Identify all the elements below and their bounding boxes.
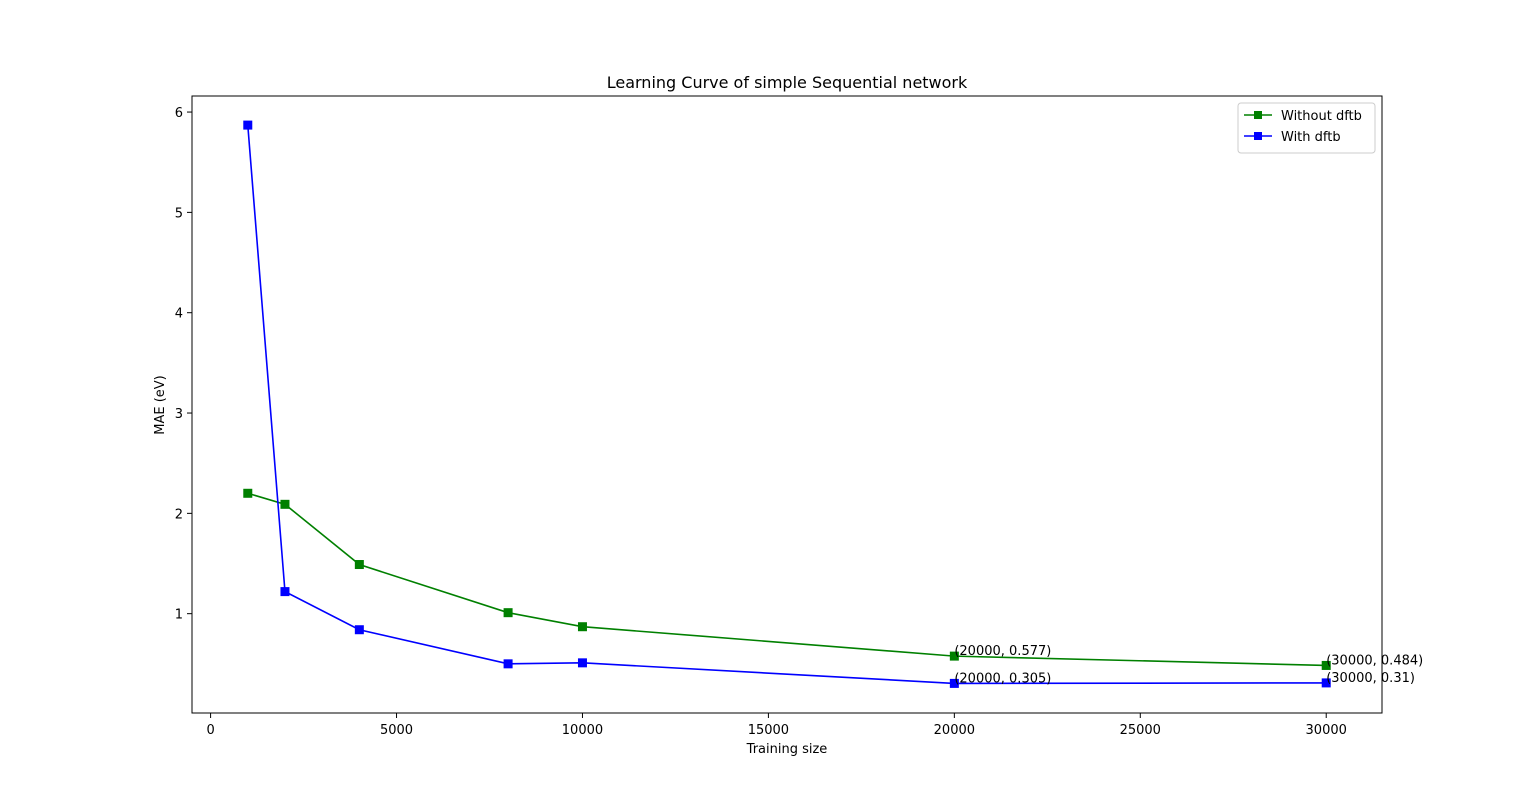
legend-marker — [1254, 111, 1262, 119]
x-tick-label: 20000 — [934, 723, 975, 738]
y-tick-label: 1 — [175, 608, 183, 623]
y-axis-title: MAE (eV) — [153, 375, 168, 435]
x-tick-label: 15000 — [748, 723, 789, 738]
data-annotation: (30000, 0.31) — [1326, 671, 1415, 686]
data-point-marker — [949, 678, 959, 688]
y-tick-label: 2 — [175, 507, 183, 522]
data-point-marker — [354, 625, 364, 635]
series-1 — [243, 488, 1331, 670]
data-point-marker — [503, 608, 513, 618]
data-point-marker — [503, 659, 513, 669]
legend: Without dftb With dftb — [1237, 102, 1376, 154]
legend-marker — [1254, 132, 1262, 140]
data-point-marker — [243, 488, 253, 498]
chart-title: Learning Curve of simple Sequential netw… — [607, 73, 968, 92]
data-point-marker — [1321, 678, 1331, 688]
data-point-marker — [577, 658, 587, 668]
legend-label: With dftb — [1281, 130, 1341, 145]
series-2 — [243, 120, 1331, 688]
y-tick-label: 5 — [175, 206, 183, 221]
x-tick-label: 0 — [206, 723, 214, 738]
data-annotation: (30000, 0.484) — [1326, 653, 1423, 668]
legend-item: With dftb — [1244, 130, 1341, 145]
data-point-marker — [243, 120, 253, 130]
data-point-marker — [577, 622, 587, 632]
data-annotation: (20000, 0.577) — [954, 644, 1051, 659]
x-tick-label: 10000 — [562, 723, 603, 738]
x-tick-label: 25000 — [1120, 723, 1161, 738]
legend-box — [1237, 102, 1376, 154]
y-tick-label: 6 — [175, 106, 183, 121]
data-point-marker — [280, 499, 290, 509]
data-point-marker — [280, 587, 290, 597]
x-tick-label: 5000 — [380, 723, 413, 738]
x-axis-title: Training size — [746, 742, 828, 757]
y-tick-label: 3 — [175, 407, 183, 422]
data-annotation: (20000, 0.305) — [954, 671, 1051, 686]
x-tick-label: 30000 — [1306, 723, 1347, 738]
axes-frame — [191, 95, 1383, 714]
data-point-marker — [354, 560, 364, 570]
legend-item: Without dftb — [1244, 109, 1362, 124]
data-point-marker — [949, 651, 959, 661]
y-tick-label: 4 — [175, 307, 183, 322]
plot-area: 0 5000 10000 15000 20000 25000 30000 1 2 3 4 5 6 (200… — [175, 95, 1423, 738]
legend-label: Without dftb — [1281, 109, 1362, 124]
data-point-marker — [1321, 660, 1331, 670]
